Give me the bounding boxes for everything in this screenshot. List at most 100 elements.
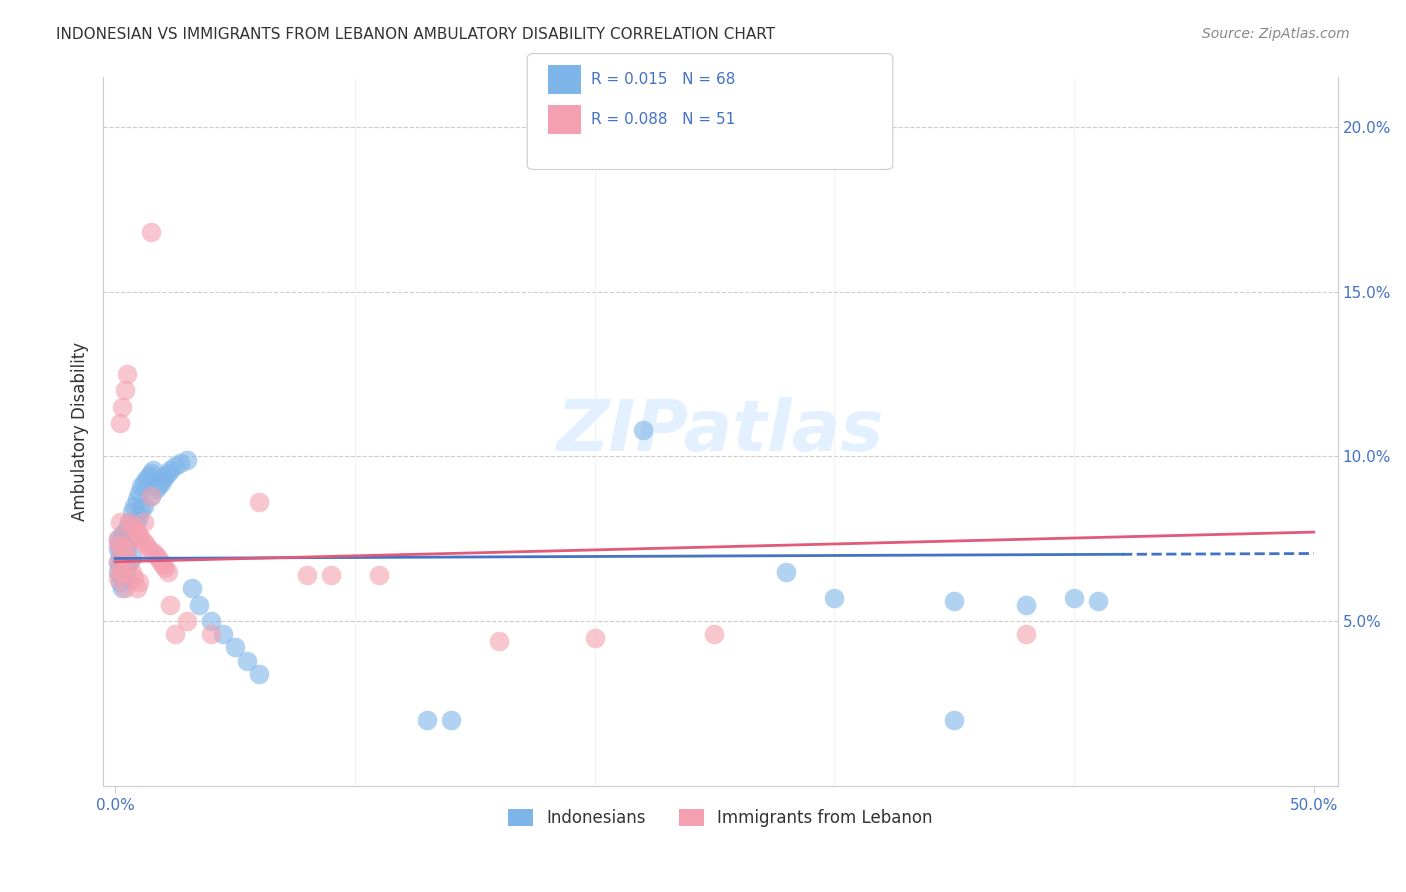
Indonesians [152,472,174,486]
Immigrants from Lebanon [155,561,177,575]
Immigrants from Lebanon [124,571,146,585]
Indonesians [943,594,966,608]
Immigrants from Lebanon [107,555,129,569]
Immigrants from Lebanon [139,225,162,239]
Indonesians [132,475,155,490]
Immigrants from Lebanon [111,565,134,579]
Indonesians [107,541,129,556]
Immigrants from Lebanon [200,627,222,641]
Indonesians [114,555,136,569]
Text: INDONESIAN VS IMMIGRANTS FROM LEBANON AMBULATORY DISABILITY CORRELATION CHART: INDONESIAN VS IMMIGRANTS FROM LEBANON AM… [56,27,775,42]
Indonesians [224,640,246,655]
Indonesians [155,469,177,483]
Text: Source: ZipAtlas.com: Source: ZipAtlas.com [1202,27,1350,41]
Indonesians [125,515,148,529]
Indonesians [200,614,222,628]
Indonesians [139,489,162,503]
Immigrants from Lebanon [149,555,172,569]
Indonesians [142,462,165,476]
Indonesians [159,462,181,476]
Immigrants from Lebanon [135,538,157,552]
Immigrants from Lebanon [121,518,143,533]
Immigrants from Lebanon [115,541,138,556]
Immigrants from Lebanon [132,515,155,529]
Indonesians [131,502,153,516]
Text: ZIPatlas: ZIPatlas [557,397,884,467]
Immigrants from Lebanon [114,384,136,398]
Indonesians [169,456,191,470]
Immigrants from Lebanon [124,522,146,536]
Immigrants from Lebanon [114,538,136,552]
Immigrants from Lebanon [121,565,143,579]
Indonesians [148,479,170,493]
Immigrants from Lebanon [247,495,270,509]
Immigrants from Lebanon [108,515,131,529]
Immigrants from Lebanon [1015,627,1038,641]
Indonesians [111,545,134,559]
Indonesians [1063,591,1085,605]
Indonesians [107,555,129,569]
Indonesians [115,522,138,536]
Immigrants from Lebanon [156,565,179,579]
Indonesians [114,571,136,585]
Immigrants from Lebanon [118,515,141,529]
Indonesians [943,713,966,727]
Indonesians [775,565,797,579]
Text: R = 0.088   N = 51: R = 0.088 N = 51 [591,112,735,127]
Immigrants from Lebanon [139,489,162,503]
Indonesians [236,654,259,668]
Immigrants from Lebanon [118,555,141,569]
Immigrants from Lebanon [159,598,181,612]
Legend: Indonesians, Immigrants from Lebanon: Indonesians, Immigrants from Lebanon [502,803,939,834]
Indonesians [111,581,134,595]
Indonesians [138,469,160,483]
Immigrants from Lebanon [148,551,170,566]
Indonesians [108,574,131,589]
Immigrants from Lebanon [111,541,134,556]
Indonesians [132,499,155,513]
Immigrants from Lebanon [128,574,150,589]
Immigrants from Lebanon [107,571,129,585]
Indonesians [145,483,167,497]
Indonesians [139,466,162,480]
Immigrants from Lebanon [152,558,174,572]
Indonesians [118,555,141,569]
Indonesians [118,515,141,529]
Indonesians [188,598,211,612]
Indonesians [247,666,270,681]
Immigrants from Lebanon [583,631,606,645]
Indonesians [115,541,138,556]
Indonesians [124,499,146,513]
Immigrants from Lebanon [295,568,318,582]
Indonesians [823,591,845,605]
Immigrants from Lebanon [111,400,134,414]
Indonesians [440,713,463,727]
Immigrants from Lebanon [176,614,198,628]
Indonesians [114,538,136,552]
Indonesians [212,627,235,641]
Immigrants from Lebanon [108,565,131,579]
Indonesians [108,548,131,562]
Indonesians [121,505,143,519]
Immigrants from Lebanon [703,627,725,641]
Immigrants from Lebanon [107,532,129,546]
Indonesians [111,561,134,575]
Immigrants from Lebanon [319,568,342,582]
Indonesians [131,479,153,493]
Immigrants from Lebanon [114,581,136,595]
Indonesians [118,535,141,549]
Indonesians [156,466,179,480]
Immigrants from Lebanon [128,528,150,542]
Indonesians [121,551,143,566]
Indonesians [416,713,439,727]
Immigrants from Lebanon [165,627,187,641]
Immigrants from Lebanon [108,417,131,431]
Indonesians [631,423,654,437]
Indonesians [176,452,198,467]
Immigrants from Lebanon [132,535,155,549]
Indonesians [1087,594,1109,608]
Immigrants from Lebanon [367,568,389,582]
Immigrants from Lebanon [107,538,129,552]
Indonesians [108,538,131,552]
Indonesians [121,528,143,542]
